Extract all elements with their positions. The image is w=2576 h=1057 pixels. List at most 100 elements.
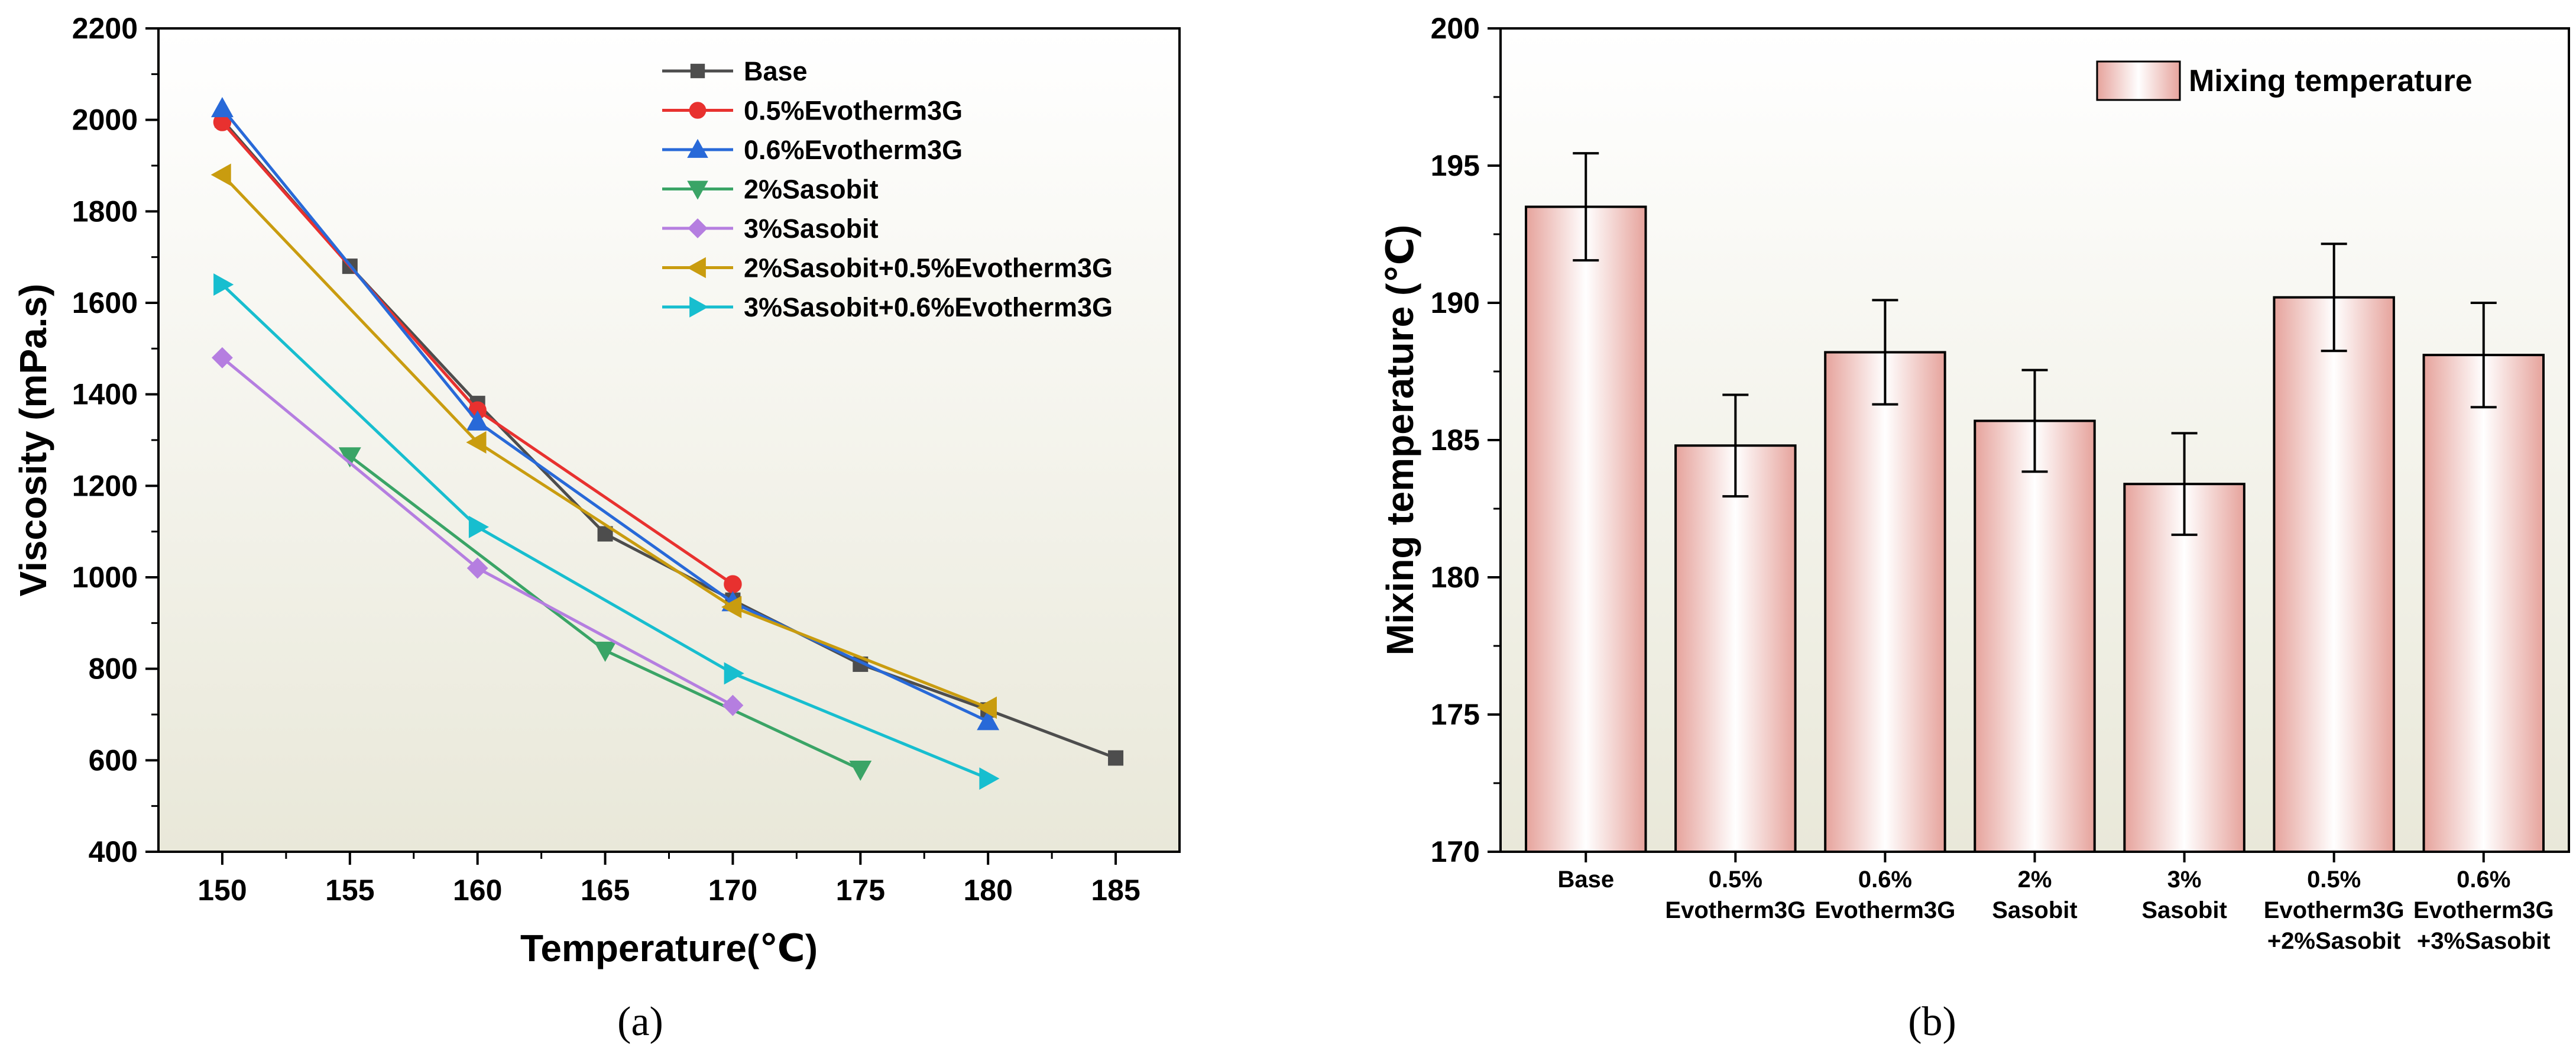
legend-marker xyxy=(689,102,707,119)
legend-marker xyxy=(687,180,708,200)
legend-label: 3%Sasobit+0.6%Evotherm3G xyxy=(744,292,1113,322)
panel-label-b: (b) xyxy=(1908,999,1956,1045)
series-line xyxy=(221,283,989,780)
bar-group xyxy=(1525,152,1647,854)
y-tick-label: 1200 xyxy=(72,469,138,502)
data-point xyxy=(979,767,1000,790)
legend-swatch xyxy=(2096,60,2181,101)
legend-marker xyxy=(690,63,705,79)
data-point xyxy=(722,694,744,716)
data-point xyxy=(212,347,233,369)
legend-item: 2%Sasobit xyxy=(662,174,879,205)
data-point xyxy=(210,163,231,186)
data-point xyxy=(468,515,489,538)
mixing-temperature-plot-frame xyxy=(1499,27,2570,853)
bar-group xyxy=(2123,432,2246,853)
y-tick-label: 1400 xyxy=(72,378,138,411)
legend-marker xyxy=(688,218,708,238)
bar-group xyxy=(1824,299,1946,853)
x-category-label: Base xyxy=(1557,867,1614,893)
y-tick-label: 2000 xyxy=(72,104,138,137)
data-point xyxy=(213,273,234,296)
data-point xyxy=(466,431,487,454)
x-category-label: Sasobit xyxy=(2141,897,2227,923)
legend-label: Base xyxy=(744,56,808,86)
x-category-label: Evotherm3G xyxy=(2264,897,2405,923)
bar xyxy=(1674,444,1797,853)
legend-item: 2%Sasobit+0.5%Evotherm3G xyxy=(662,253,1113,283)
bar xyxy=(2422,354,2545,853)
legend-marker xyxy=(686,257,706,279)
data-point xyxy=(721,596,742,619)
data-point xyxy=(724,662,744,685)
viscosity-x-axis-title: Temperature(℃) xyxy=(520,927,818,969)
viscosity-series-group xyxy=(210,97,1124,790)
y-tick-label: 190 xyxy=(1431,286,1480,319)
legend-label: 2%Sasobit+0.5%Evotherm3G xyxy=(744,253,1113,283)
data-point xyxy=(594,641,617,662)
mixing-temperature-chart: 170 175 180 185 190 195 200 Base 0.5% Evotherm3G 0… xyxy=(1379,12,2570,1045)
y-tick-label: 400 xyxy=(89,835,138,868)
x-tick-label: 155 xyxy=(325,874,374,907)
data-point xyxy=(849,761,872,781)
y-tick-label: 200 xyxy=(1431,12,1480,45)
data-point xyxy=(976,696,997,719)
bar xyxy=(2123,483,2246,853)
viscosity-axis-ticks: 150 155 160 165 170 175 180 185 400 600 800 1000 120… xyxy=(72,12,1140,907)
x-tick-label: 165 xyxy=(581,874,630,907)
x-tick-label: 175 xyxy=(836,874,885,907)
mixing-temperature-legend: Mixing temperature xyxy=(2096,60,2473,101)
series-line xyxy=(221,173,989,709)
bar xyxy=(1525,205,1647,854)
series-line xyxy=(221,107,989,723)
y-tick-label: 170 xyxy=(1431,835,1480,868)
bar xyxy=(2273,296,2395,854)
x-tick-label: 185 xyxy=(1091,874,1140,907)
x-tick-label: 150 xyxy=(197,874,247,907)
data-point xyxy=(466,410,489,431)
series-3-sasobit-0-6-evotherm3g xyxy=(213,273,1000,790)
legend-label: Mixing temperature xyxy=(2189,64,2473,98)
legend-label: 3%Sasobit xyxy=(744,214,879,244)
legend-item: 0.5%Evotherm3G xyxy=(662,96,963,126)
x-tick-label: 180 xyxy=(963,874,1012,907)
y-tick-label: 2200 xyxy=(72,12,138,45)
y-tick-label: 1600 xyxy=(72,286,138,319)
x-category-label: +2%Sasobit xyxy=(2267,928,2401,954)
legend-label: 0.6%Evotherm3G xyxy=(744,135,963,165)
y-tick-label: 175 xyxy=(1431,698,1480,731)
y-tick-label: 185 xyxy=(1431,424,1480,457)
x-category-label: 0.5% xyxy=(1709,867,1762,893)
viscosity-chart: 150 155 160 165 170 175 180 185 400 600 800 1000 120… xyxy=(12,12,1181,1045)
legend-item: 0.6%Evotherm3G xyxy=(662,135,963,165)
y-tick-label: 195 xyxy=(1431,149,1480,182)
series-0-5-evotherm3g xyxy=(213,113,742,593)
legend-label: 0.5%Evotherm3G xyxy=(744,96,963,126)
y-tick-label: 180 xyxy=(1431,561,1480,594)
x-category-label: Sasobit xyxy=(1992,897,2077,923)
bar-group xyxy=(1974,369,2096,853)
x-category-label: +3%Sasobit xyxy=(2417,928,2551,954)
x-tick-label: 160 xyxy=(453,874,502,907)
legend-marker xyxy=(689,296,709,318)
viscosity-legend: Base 0.5%Evotherm3G 0.6%Evotherm3G 2%Sasobi… xyxy=(662,56,1113,322)
data-point xyxy=(724,575,742,593)
series-2-sasobit-0-5-evotherm3g xyxy=(210,163,997,719)
data-point xyxy=(977,710,1000,730)
x-category-label: 3% xyxy=(2167,867,2202,893)
bar xyxy=(1824,351,1946,853)
y-tick-label: 800 xyxy=(89,652,138,686)
y-tick-label: 1000 xyxy=(72,561,138,594)
legend-label: 2%Sasobit xyxy=(744,174,879,205)
legend-item: 3%Sasobit+0.6%Evotherm3G xyxy=(662,292,1113,322)
x-category-label: 0.6% xyxy=(1858,867,1912,893)
x-category-label: 2% xyxy=(2018,867,2052,893)
panel-label-a: (a) xyxy=(617,999,663,1045)
viscosity-y-axis-title: Viscosity (mPa.s) xyxy=(12,284,54,597)
series-0-6-evotherm3g xyxy=(210,97,1000,730)
bar-group xyxy=(2422,302,2545,853)
bar-group xyxy=(1674,393,1797,853)
data-point xyxy=(466,557,488,579)
mixing-temperature-axis-ticks: 170 175 180 185 190 195 200 Base 0.5% Evotherm3G 0… xyxy=(1431,12,2554,954)
